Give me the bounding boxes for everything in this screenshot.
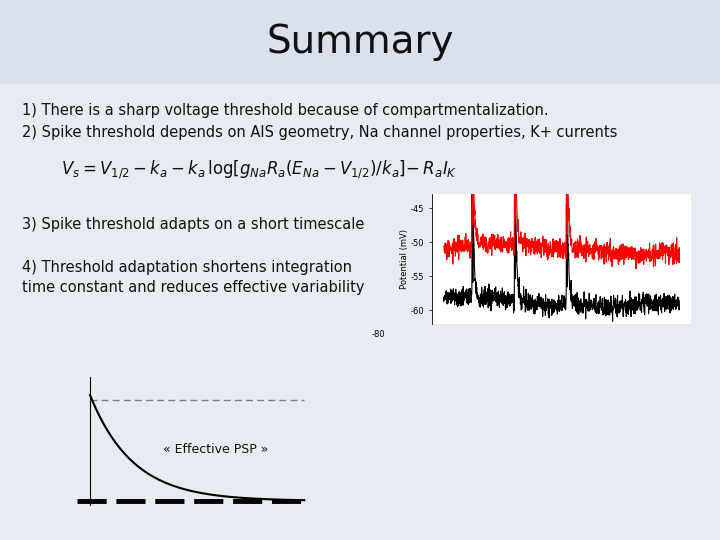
Bar — [0, 0, 720, 84]
Text: time constant and reduces effective variability: time constant and reduces effective vari… — [22, 280, 364, 295]
Text: $V_s = V_{1/2} - k_a - k_a\,\log\!\left[g_{Na}R_a(E_{Na}-V_{1/2})/k_a\right]\!-R: $V_s = V_{1/2} - k_a - k_a\,\log\!\left[… — [61, 159, 457, 181]
Text: 3) Spike threshold adapts on a short timescale: 3) Spike threshold adapts on a short tim… — [22, 217, 364, 232]
Text: -80: -80 — [372, 330, 385, 339]
Text: « Effective PSP »: « Effective PSP » — [163, 443, 269, 456]
Text: 2) Spike threshold depends on AIS geometry, Na channel properties, K+ currents: 2) Spike threshold depends on AIS geomet… — [22, 125, 617, 140]
Text: 1) There is a sharp voltage threshold because of compartmentalization.: 1) There is a sharp voltage threshold be… — [22, 103, 548, 118]
Text: 4) Threshold adaptation shortens integration: 4) Threshold adaptation shortens integra… — [22, 260, 351, 275]
Y-axis label: Potential (mV): Potential (mV) — [400, 229, 410, 289]
Text: Summary: Summary — [266, 23, 454, 61]
